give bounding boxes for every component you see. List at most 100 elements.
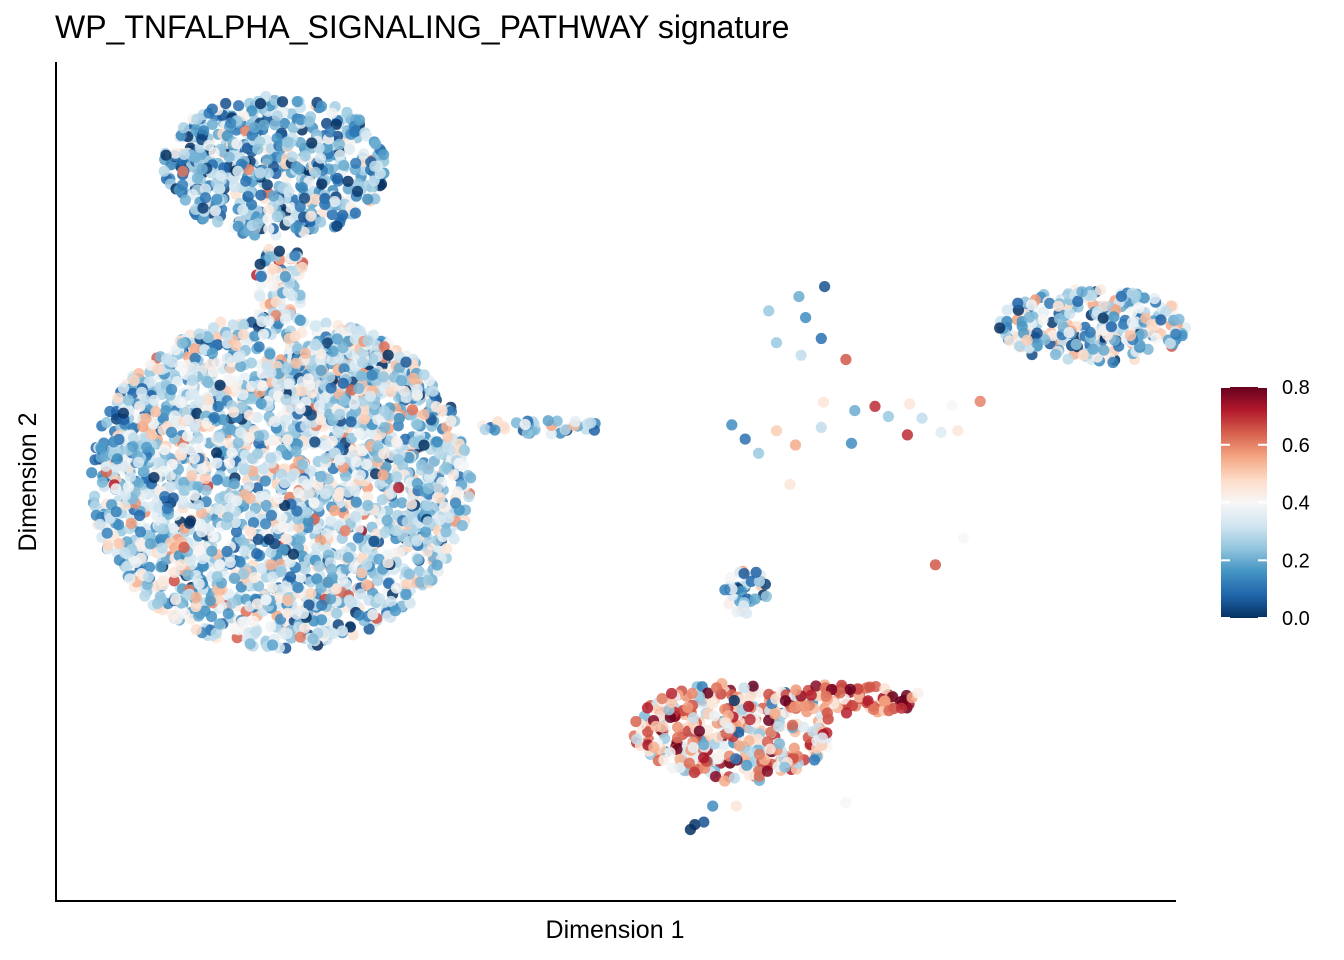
cell-point: [315, 614, 328, 626]
cell-point: [207, 531, 219, 543]
cell-point: [251, 482, 263, 494]
cell-point: [278, 117, 291, 130]
cell-point: [840, 707, 853, 719]
cell-point: [717, 740, 729, 752]
cell-point: [284, 571, 297, 583]
cell-point: [320, 317, 332, 329]
cell-point: [153, 457, 165, 469]
cell-point: [1031, 327, 1043, 339]
cell-point: [250, 625, 262, 638]
cell-point: [815, 421, 827, 433]
cell-point: [355, 588, 367, 600]
cell-point: [315, 216, 327, 228]
cell-point: [279, 313, 292, 325]
cell-point: [1094, 284, 1107, 296]
cell-point: [209, 205, 221, 217]
cell-point: [258, 119, 270, 131]
cell-point: [441, 543, 453, 555]
cell-point: [707, 697, 719, 710]
colorbar-tick-label: 0.2: [1282, 550, 1310, 572]
cell-point: [127, 441, 139, 453]
cell-point: [358, 148, 370, 160]
cell-point: [309, 339, 322, 351]
cell-point: [249, 122, 261, 134]
cell-point: [324, 126, 336, 138]
cell-point: [816, 732, 828, 744]
cell-point: [738, 600, 750, 612]
cell-point: [110, 483, 122, 495]
cell-point: [141, 441, 153, 453]
cell-point: [290, 222, 302, 234]
x-axis-label: Dimension 1: [546, 916, 685, 944]
cell-point: [230, 526, 243, 538]
cell-point: [445, 406, 457, 418]
cell-point: [465, 472, 477, 484]
cell-point: [642, 726, 654, 738]
cell-point: [204, 595, 216, 607]
cell-point: [311, 573, 323, 585]
cell-point: [229, 623, 241, 635]
cell-point: [237, 568, 249, 580]
cell-point: [276, 512, 288, 524]
cell-point: [119, 547, 131, 559]
cell-point: [413, 565, 425, 578]
cell-point: [337, 209, 349, 221]
cell-point: [228, 478, 240, 490]
cell-point: [400, 588, 412, 601]
cell-point: [719, 775, 731, 787]
cell-point: [354, 469, 366, 481]
cell-point: [418, 408, 430, 421]
cell-point: [391, 471, 403, 483]
colorbar-ticks: 0.0 0.2 0.4 0.6 0.8: [1221, 377, 1310, 630]
cell-point: [266, 581, 278, 593]
cell-point: [840, 353, 852, 366]
cell-point: [351, 185, 364, 197]
cell-point: [438, 501, 451, 513]
cell-point: [348, 398, 360, 410]
cell-point: [251, 548, 263, 560]
cell-point: [243, 480, 255, 492]
cell-point: [789, 439, 802, 451]
cell-point: [324, 371, 336, 383]
cell-point: [305, 587, 317, 600]
cell-point: [253, 580, 265, 592]
cell-point: [819, 281, 831, 293]
cell-point: [276, 96, 289, 108]
cell-point: [367, 353, 379, 365]
cell-point: [368, 535, 380, 548]
cell-point: [170, 594, 182, 606]
cell-point: [1115, 290, 1127, 302]
cell-point: [265, 546, 277, 558]
cell-point: [672, 721, 684, 733]
cell-point: [171, 376, 183, 388]
cell-point: [294, 289, 306, 301]
cell-point: [447, 469, 459, 481]
cell-point: [320, 488, 332, 500]
cell-point: [189, 419, 201, 431]
cell-point: [334, 454, 346, 466]
cell-point: [325, 593, 337, 605]
cell-point: [150, 406, 162, 418]
cell-point: [401, 516, 413, 528]
cell-point: [152, 597, 164, 610]
cell-point: [178, 148, 190, 160]
cell-point: [314, 152, 326, 164]
cell-point: [395, 375, 408, 387]
cell-point: [1050, 348, 1062, 361]
cell-point: [1126, 316, 1138, 328]
cell-point: [353, 114, 366, 126]
cell-point: [159, 491, 171, 503]
cell-point: [350, 496, 362, 508]
cell-point: [1160, 305, 1172, 317]
cell-point: [210, 627, 222, 639]
cell-point: [152, 363, 164, 375]
cell-point: [247, 615, 259, 627]
cell-point: [360, 130, 373, 142]
cell-point: [232, 165, 244, 177]
cell-point: [551, 415, 563, 427]
cell-point: [148, 394, 160, 406]
cell-point: [233, 100, 245, 112]
cell-point: [224, 556, 236, 569]
cell-point: [752, 733, 764, 746]
